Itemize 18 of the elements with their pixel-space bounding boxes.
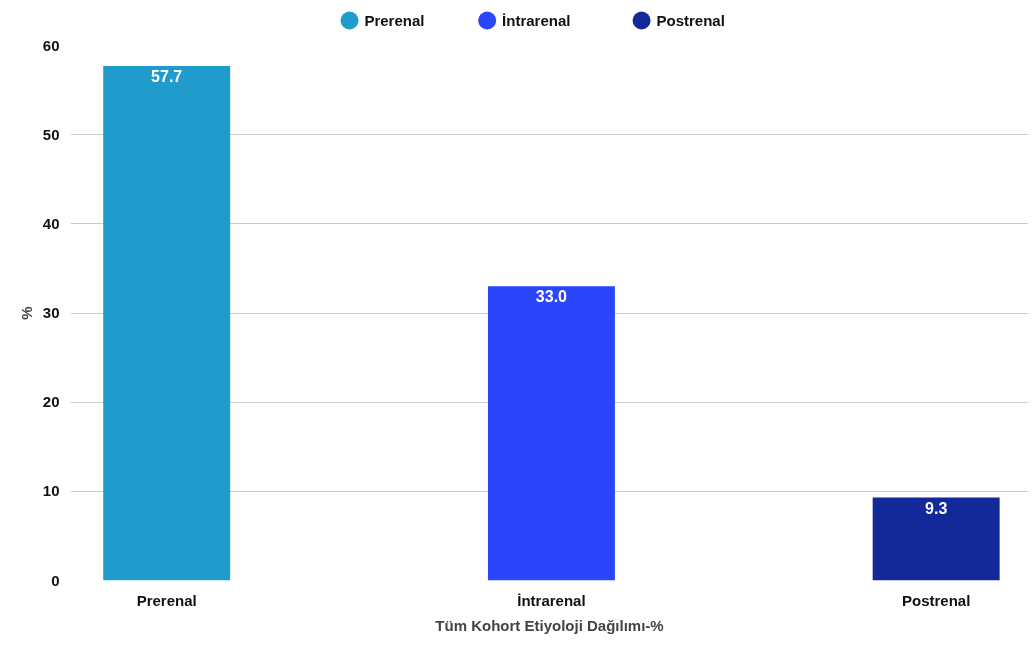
legend-label: Postrenal (656, 12, 725, 29)
x-tick-label: Prerenal (136, 591, 197, 609)
y-tick-label: 10 (42, 482, 60, 500)
y-tick-label: 60 (42, 36, 60, 54)
x-axis-title: Tüm Kohort Etiyoloji Dağılımı-% (435, 616, 664, 634)
legend-label: İntrarenal (502, 12, 571, 29)
text: 33.0 (535, 288, 567, 306)
y-tick-label: 40 (42, 214, 60, 232)
legend-label: Prerenal (364, 12, 425, 29)
y-tick-label: 50 (42, 125, 60, 143)
y-axis-title: % (17, 306, 35, 320)
text: 57.7 (151, 68, 183, 86)
y-tick-label: 0 (51, 571, 60, 589)
x-tick-label: Postrenal (901, 591, 971, 609)
y-tick-label: 20 (42, 393, 60, 411)
y-tick-label: 30 (42, 304, 60, 321)
text: 9.3 (925, 499, 948, 517)
x-tick-label: İntrarenal (517, 591, 586, 609)
